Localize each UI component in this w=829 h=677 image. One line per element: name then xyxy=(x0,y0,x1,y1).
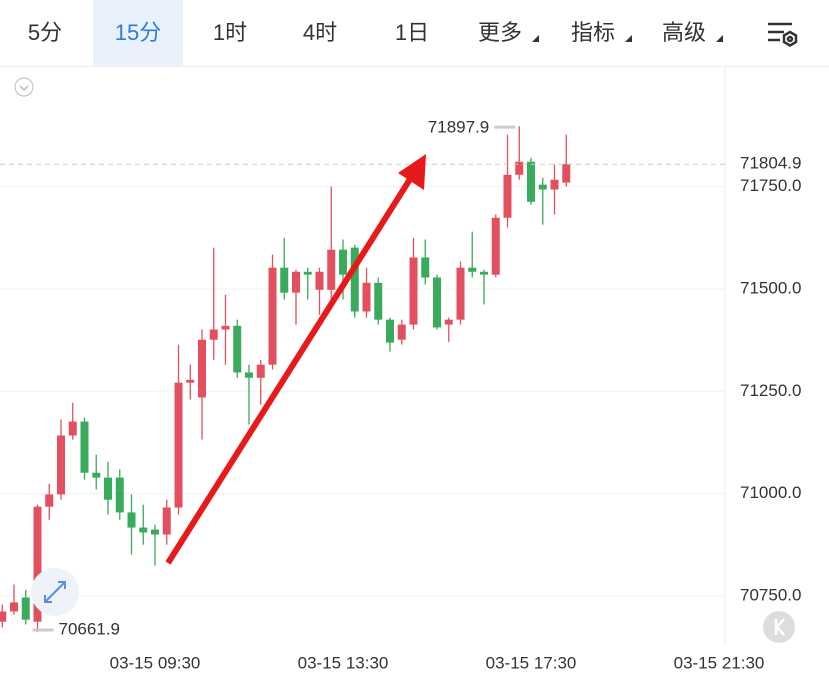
candle-body xyxy=(186,379,195,383)
candle-body xyxy=(127,512,136,528)
candle-body xyxy=(139,527,148,533)
candle-body xyxy=(468,267,477,272)
candle-body xyxy=(527,161,535,202)
candle-body xyxy=(562,164,571,183)
candle-body xyxy=(10,602,18,612)
candle-body xyxy=(456,267,465,320)
candle-body xyxy=(0,611,7,622)
tab[interactable]: 15分 xyxy=(93,0,183,66)
candle-body xyxy=(421,257,430,278)
tab[interactable]: 更多 xyxy=(455,0,545,66)
last-price-bg xyxy=(727,152,829,175)
candle-body xyxy=(221,325,230,330)
candle-body xyxy=(245,372,253,378)
candle-body xyxy=(339,249,347,275)
candle-body xyxy=(480,271,488,275)
x-tick-label: 03-15 21:30 xyxy=(674,653,765,672)
k-button[interactable] xyxy=(763,611,795,643)
tab[interactable]: 5分 xyxy=(27,20,63,45)
candle-body xyxy=(174,382,183,508)
candle-body xyxy=(80,421,89,473)
candle-body xyxy=(327,249,336,290)
y-tick-label: 71500.0 xyxy=(740,278,801,297)
candle-body xyxy=(198,339,206,398)
tab[interactable]: 高级 xyxy=(639,0,729,66)
candle-body xyxy=(115,477,124,513)
candle-body xyxy=(292,271,300,293)
tab-bar: 5分 15分 1时 4时 1日 更多 指标 高级 xyxy=(0,0,829,67)
x-tick-label: 03-15 17:30 xyxy=(486,653,577,672)
y-tick-label: 70750.0 xyxy=(740,585,801,604)
candle-body xyxy=(280,267,289,293)
candle-body xyxy=(68,421,77,436)
x-tick-label: 03-15 13:30 xyxy=(298,653,389,672)
candle-body xyxy=(397,324,406,340)
candle-body xyxy=(538,184,547,190)
tab[interactable]: 指标 xyxy=(548,0,638,66)
candle-body xyxy=(21,597,30,620)
candle-body xyxy=(503,174,512,218)
y-tick-label: 71250.0 xyxy=(740,381,801,400)
candle-body xyxy=(350,247,359,312)
candle-body xyxy=(268,267,277,365)
candle-body xyxy=(92,472,101,478)
candle-body xyxy=(151,529,159,535)
candle-body xyxy=(57,435,65,495)
candle-body xyxy=(233,325,242,373)
min-label: 70661.9 xyxy=(59,619,120,638)
candle-body xyxy=(409,257,418,325)
last-price-label: 71804.9 xyxy=(740,154,801,173)
candle-body xyxy=(491,217,500,275)
tab[interactable]: 1日 xyxy=(394,20,430,45)
candle-body xyxy=(444,319,453,325)
x-tick-label: 03-15 09:30 xyxy=(110,653,201,672)
candle-body xyxy=(303,271,312,275)
tab[interactable]: 1时 xyxy=(212,20,248,45)
y-tick-label: 71000.0 xyxy=(740,483,801,502)
candle-body xyxy=(374,282,383,320)
candle-body xyxy=(104,477,112,500)
y-tick-label: 71750.0 xyxy=(740,176,801,195)
candle-body xyxy=(162,507,171,535)
candle-body xyxy=(209,329,218,340)
arrow-annotation xyxy=(165,154,426,565)
collapse-icon[interactable] xyxy=(14,77,34,97)
candle-body xyxy=(33,506,42,622)
tab[interactable]: 4时 xyxy=(302,20,338,45)
candle-body xyxy=(256,364,265,378)
max-label: 71897.9 xyxy=(428,118,489,137)
candle-body xyxy=(45,494,54,507)
candle-body xyxy=(315,271,324,290)
settings-icon[interactable] xyxy=(768,22,798,47)
candle-body xyxy=(433,277,441,328)
candle-body xyxy=(386,319,394,343)
expand-button[interactable] xyxy=(31,568,79,616)
candle-body xyxy=(515,161,524,175)
candle-body xyxy=(362,282,371,312)
candle-body xyxy=(550,179,559,190)
